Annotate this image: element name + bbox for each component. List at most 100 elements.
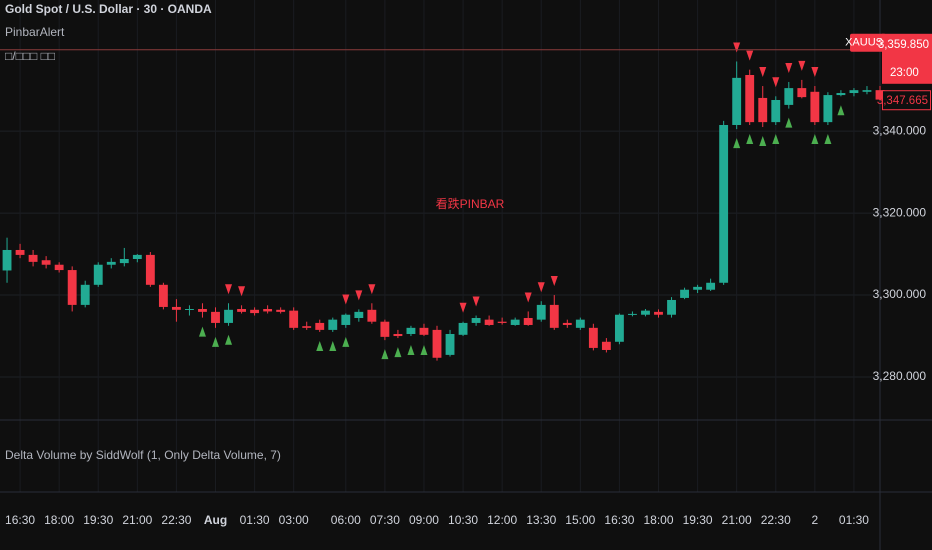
bearish-signal xyxy=(550,276,558,287)
candle-body xyxy=(315,322,325,330)
bullish-signal xyxy=(342,336,350,347)
bullish-signal xyxy=(394,347,402,358)
x-tick-label: 06:00 xyxy=(331,513,361,527)
candle-body xyxy=(93,264,103,285)
candle-body xyxy=(54,264,64,271)
price-label: 3,359.850 xyxy=(878,39,929,51)
candle-body xyxy=(171,306,181,310)
bearish-signal xyxy=(537,282,545,293)
candle-body xyxy=(158,284,168,307)
bullish-signal xyxy=(785,117,793,128)
indicator-label: PinbarAlert xyxy=(5,25,65,39)
x-tick-label: 16:30 xyxy=(604,513,634,527)
candle-body xyxy=(641,310,650,315)
bullish-signal xyxy=(837,105,845,116)
candle-body xyxy=(367,309,377,322)
x-tick-label: 01:30 xyxy=(839,513,869,527)
symbol-label: XAUUSD xyxy=(845,37,891,49)
candle-body xyxy=(758,97,768,123)
bearish-signal xyxy=(355,290,363,301)
bullish-signal xyxy=(316,340,324,351)
bullish-signal xyxy=(198,326,206,337)
bearish-signal xyxy=(225,284,233,295)
bearish-signal xyxy=(459,302,467,313)
lower-pane-title: Delta Volume by SiddWolf (1, Only Delta … xyxy=(5,448,281,462)
candle-body xyxy=(628,313,637,315)
bullish-signal xyxy=(733,138,741,149)
candle-body xyxy=(132,254,142,259)
candle-body xyxy=(862,90,872,92)
candle-body xyxy=(562,322,572,325)
y-tick-label: 3,340.000 xyxy=(873,123,927,137)
candle-body xyxy=(380,321,390,337)
bearish-signal xyxy=(759,67,767,78)
candle-body xyxy=(185,308,194,310)
x-tick-label: 01:30 xyxy=(240,513,270,527)
candle-body xyxy=(2,249,12,271)
x-tick-label: 16:30 xyxy=(5,513,35,527)
candle-body xyxy=(276,309,286,312)
x-tick-label: 03:00 xyxy=(279,513,309,527)
axes: 3,280.000 3,300.000 3,320.000 3,340.000 16:3… xyxy=(5,33,932,527)
candle-body xyxy=(15,249,25,255)
candle-body xyxy=(106,261,116,265)
x-tick-label: 22:30 xyxy=(761,513,791,527)
candle-body xyxy=(67,270,77,305)
annotation: 看跌PINBAR xyxy=(436,196,505,211)
candle-body xyxy=(471,318,481,323)
candle-body xyxy=(445,333,455,355)
candle-body xyxy=(810,91,820,123)
x-tick-label: 19:30 xyxy=(83,513,113,527)
bullish-signal xyxy=(772,133,780,144)
price-label: 3,347.665 xyxy=(877,95,928,107)
bullish-signal xyxy=(407,345,415,356)
bullish-signal xyxy=(759,136,767,147)
bearish-signal xyxy=(342,294,350,305)
x-tick-label: 21:00 xyxy=(122,513,152,527)
x-tick-label: 15:00 xyxy=(565,513,595,527)
candle-body xyxy=(784,88,794,105)
candle-body xyxy=(680,289,689,298)
candle-body xyxy=(667,299,676,315)
candle-body xyxy=(406,327,416,334)
candle-body xyxy=(849,90,859,94)
candle-body xyxy=(458,322,468,335)
x-tick-label: 19:30 xyxy=(683,513,713,527)
x-tick-label: 12:00 xyxy=(487,513,517,527)
candle-body xyxy=(823,95,833,123)
candle-body xyxy=(536,304,546,320)
bullish-signal xyxy=(824,133,832,144)
candle-body xyxy=(601,341,611,350)
candle-body xyxy=(250,309,260,314)
candle-body xyxy=(80,284,90,305)
candle-body xyxy=(198,308,207,312)
bullish-signal xyxy=(746,133,754,144)
candle-body xyxy=(28,254,38,262)
price-badge-outline xyxy=(882,90,931,111)
bullish-signal xyxy=(811,133,819,144)
bearish-signal xyxy=(772,77,780,88)
x-tick-label: 10:30 xyxy=(448,513,478,527)
indicator-label: □/□□□ □□ xyxy=(5,49,55,63)
bearish-signal xyxy=(238,286,246,297)
candle-body xyxy=(211,311,220,323)
x-tick-label: 18:00 xyxy=(643,513,673,527)
candle-body xyxy=(719,124,729,283)
candle-body xyxy=(588,327,598,348)
candle-body xyxy=(302,326,312,328)
x-tick-label: 22:30 xyxy=(161,513,191,527)
bearish-signal xyxy=(733,42,741,53)
candle-body xyxy=(693,286,703,290)
countdown: 23:00 xyxy=(890,67,919,79)
candle-body xyxy=(549,304,559,328)
x-tick-label: 21:00 xyxy=(722,513,752,527)
y-tick-label: 3,320.000 xyxy=(873,205,927,219)
x-tick-label: 13:30 xyxy=(526,513,556,527)
x-tick-label: 07:30 xyxy=(370,513,400,527)
candle-body xyxy=(41,260,51,265)
candle-body xyxy=(706,282,716,290)
candle-body xyxy=(497,321,507,323)
